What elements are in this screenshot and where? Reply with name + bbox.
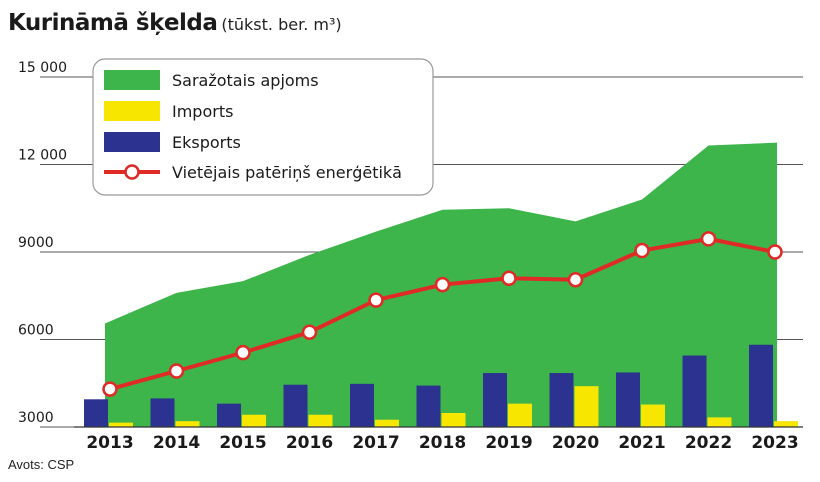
bar-eksports <box>616 372 640 427</box>
legend-swatch <box>104 70 160 90</box>
bar-imports <box>574 386 599 427</box>
x-tick-label: 2016 <box>286 433 333 453</box>
x-tick-label: 2022 <box>685 433 732 453</box>
line-point <box>102 381 118 397</box>
line-point <box>501 270 517 286</box>
bar-imports <box>308 414 333 427</box>
legend-box <box>92 58 434 196</box>
bar-imports <box>109 422 133 427</box>
chart-title-row: Kurināmā šķelda (tūkst. ber. m³) <box>8 10 342 36</box>
legend-label: Imports <box>172 102 233 121</box>
line-point <box>301 324 318 340</box>
bar-eksports <box>483 373 507 427</box>
line-point <box>567 271 584 288</box>
legend-swatch <box>104 132 160 152</box>
x-tick-label: 2013 <box>86 433 133 453</box>
line-point <box>767 244 783 260</box>
line-point <box>168 363 185 379</box>
line-series <box>102 231 783 397</box>
bar-eksports <box>84 399 108 427</box>
y-tick-label: 6000 <box>18 323 54 339</box>
bar-imports <box>641 404 665 427</box>
x-tick-label: 2015 <box>219 433 266 453</box>
bar-imports <box>508 403 532 427</box>
bar-imports <box>175 421 200 427</box>
chart-unit: (tūkst. ber. m³) <box>221 15 342 34</box>
bar-imports <box>707 417 732 427</box>
x-tick-label: 2020 <box>552 433 599 453</box>
y-tick-label: 12 000 <box>18 148 67 164</box>
x-tick-label: 2021 <box>618 433 665 453</box>
line-point <box>235 344 251 361</box>
x-tick-label: 2019 <box>485 433 532 453</box>
y-tick-label: 9000 <box>18 235 54 251</box>
x-tick-label: 2018 <box>419 433 466 453</box>
x-tick-label: 2017 <box>352 433 399 453</box>
bar-eksports <box>150 398 175 427</box>
chart-title: Kurināmā šķelda <box>8 10 218 36</box>
line-point <box>434 276 451 293</box>
y-tick-label: 3000 <box>18 410 54 426</box>
legend-swatch-marker <box>124 164 140 180</box>
x-tick-label: 2014 <box>153 433 200 453</box>
bar-imports <box>774 421 798 427</box>
bar-eksports <box>749 344 773 427</box>
line-point <box>368 292 384 308</box>
bar-eksports <box>549 373 574 427</box>
bar-imports <box>441 413 466 427</box>
legend-label: Saražotais apjoms <box>172 71 319 90</box>
bar-imports <box>242 414 266 427</box>
legend-swatch <box>104 101 160 121</box>
bar-imports <box>375 419 399 427</box>
legend-label: Eksports <box>172 133 241 152</box>
bar-eksports <box>682 355 707 427</box>
bar-eksports <box>416 385 441 427</box>
legend-label: Vietējais patēriņš enerģētikā <box>172 163 402 182</box>
bar-eksports <box>283 384 308 427</box>
legend: Saražotais apjoms Imports Eksports Vietējai… <box>92 58 434 196</box>
bar-eksports <box>217 403 241 427</box>
axes: 3000 6000 9000 12 000 15 000 2013 2014 2015 2016… <box>18 60 803 453</box>
y-tick-label: 15 000 <box>18 60 67 76</box>
bar-series <box>84 344 798 427</box>
bar-eksports <box>350 383 374 427</box>
line-point <box>634 242 650 259</box>
x-tick-label: 2023 <box>751 433 798 453</box>
source-note: Avots: CSP <box>8 457 75 472</box>
line-point <box>700 231 717 247</box>
